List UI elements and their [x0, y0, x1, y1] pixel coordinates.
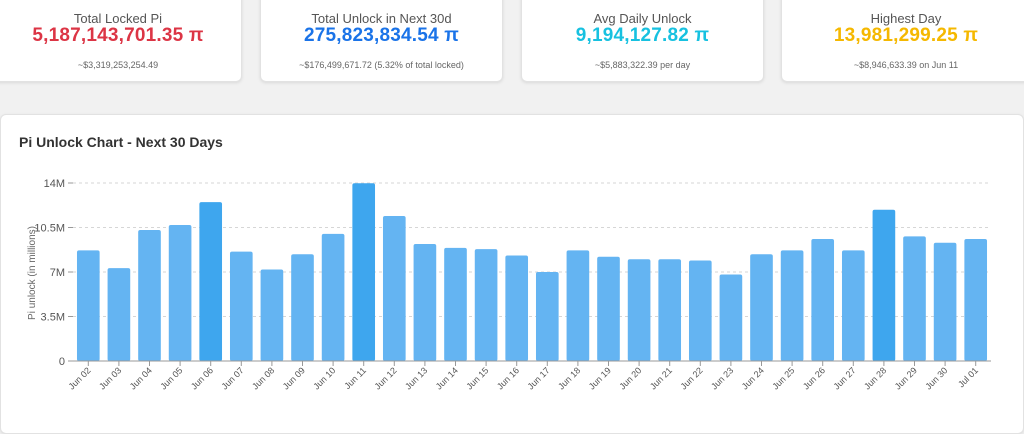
x-tick-label: Jun 24 [740, 365, 766, 391]
y-tick-label: 7M [50, 267, 65, 279]
stat-card-total-unlock: Total Unlock in Next 30d 275,823,834.54 … [260, 0, 503, 82]
bars [76, 183, 988, 361]
x-tick-label: Jun 16 [495, 365, 521, 391]
grid-lines [73, 182, 991, 317]
stat-subtext: ~$3,319,253,254.49 [77, 60, 159, 70]
stat-value: 9,194,127.82 π [575, 25, 710, 46]
y-axis-ticks: 0 3.5M 7M 10.5M 14M [34, 178, 73, 368]
x-tick-label: Jun 26 [801, 365, 827, 391]
bar-jun-25[interactable] [780, 250, 804, 361]
bar-jun-29[interactable] [903, 236, 926, 361]
x-tick-label: Jun 15 [464, 365, 490, 391]
bar-jun-26[interactable] [811, 238, 835, 361]
stat-card-highest-day: Highest Day 13,981,299.25 π ~$8,946,633.… [781, 0, 1024, 82]
bar-jun-13[interactable] [413, 244, 437, 361]
chart-title: Pi Unlock Chart - Next 30 Days [19, 134, 223, 150]
stat-subtext: ~$176,499,671.72 (5.32% of total locked) [299, 60, 464, 70]
bar-jun-11[interactable] [352, 183, 376, 361]
stat-label: Total Locked Pi [73, 11, 163, 26]
bar-jun-14[interactable] [444, 247, 467, 361]
y-tick-label: 10.5M [34, 223, 65, 235]
x-tick-label: Jun 25 [770, 365, 796, 391]
bar-jun-20[interactable] [627, 259, 651, 361]
bar-jul-01[interactable] [964, 238, 988, 361]
stat-subtext: ~$5,883,322.39 per day [594, 60, 691, 70]
x-tick-label: Jun 12 [373, 365, 399, 391]
x-tick-label: Jun 23 [709, 365, 735, 391]
y-tick-label: 0 [59, 356, 65, 368]
x-tick-label: Jun 02 [67, 365, 93, 391]
x-tick-label: Jun 03 [97, 365, 123, 391]
x-tick-label: Jun 08 [250, 365, 276, 391]
x-axis-ticks: Jun 02 Jun 03 Jun 04 Jun 05 Jun 06 Jun 07 Jun … [67, 361, 980, 392]
chart-panel: Pi Unlock Chart - Next 30 Days 0 3.5M 7M 10… [0, 114, 1024, 434]
x-tick-label: Jun 05 [158, 365, 184, 391]
bar-jun-24[interactable] [750, 254, 773, 361]
bar-jun-16[interactable] [505, 255, 529, 361]
y-axis-label: Pi unlock (in millions) [27, 226, 38, 320]
x-tick-label: Jun 04 [128, 365, 154, 391]
stat-value: 13,981,299.25 π [833, 25, 979, 46]
bar-jun-08[interactable] [260, 269, 284, 361]
x-tick-label: Jun 30 [923, 365, 949, 391]
x-tick-label: Jun 06 [189, 365, 215, 391]
bar-jun-23[interactable] [719, 274, 743, 361]
x-tick-label: Jun 20 [617, 365, 643, 391]
stat-label: Avg Daily Unlock [593, 11, 692, 26]
bar-jun-02[interactable] [76, 250, 100, 361]
bar-jun-12[interactable] [382, 216, 406, 361]
bar-jun-09[interactable] [291, 254, 314, 361]
bar-jun-06[interactable] [199, 202, 223, 361]
stat-card-avg-daily: Avg Daily Unlock 9,194,127.82 π ~$5,883,… [521, 0, 764, 82]
x-tick-label: Jun 07 [220, 365, 246, 391]
x-tick-label: Jun 17 [526, 365, 552, 391]
bar-jun-04[interactable] [138, 230, 161, 361]
bar-jun-21[interactable] [658, 259, 682, 361]
x-tick-label: Jun 14 [434, 365, 460, 391]
stat-subtext: ~$8,946,633.39 on Jun 11 [853, 60, 959, 70]
x-tick-label: Jun 22 [679, 365, 705, 391]
bar-jun-15[interactable] [474, 249, 498, 361]
bar-jun-03[interactable] [107, 268, 131, 361]
x-tick-label: Jun 09 [281, 365, 307, 391]
x-tick-label: Jun 27 [832, 365, 858, 391]
bar-jun-05[interactable] [168, 224, 192, 361]
bar-jun-17[interactable] [535, 272, 559, 361]
x-tick-label: Jun 10 [311, 365, 337, 391]
bar-jun-30[interactable] [933, 242, 957, 361]
x-tick-label: Jun 11 [342, 365, 368, 391]
y-tick-label: 3.5M [41, 312, 65, 324]
x-tick-label: Jun 19 [587, 365, 613, 391]
bar-jun-10[interactable] [321, 233, 345, 361]
x-tick-label: Jul 01 [956, 365, 980, 389]
bar-jun-28[interactable] [872, 209, 896, 361]
bar-jun-18[interactable] [566, 250, 590, 361]
x-tick-label: Jun 29 [893, 365, 919, 391]
x-tick-label: Jun 13 [403, 365, 429, 391]
stat-value: 5,187,143,701.35 π [32, 25, 204, 46]
stat-label: Highest Day [870, 11, 942, 26]
bar-jun-19[interactable] [597, 256, 620, 361]
stat-value: 275,823,834.54 π [303, 25, 460, 46]
bar-jun-27[interactable] [841, 250, 865, 361]
x-tick-label: Jun 28 [862, 365, 888, 391]
stat-card-total-locked: Total Locked Pi 5,187,143,701.35 π ~$3,3… [0, 0, 242, 82]
x-tick-label: Jun 18 [556, 365, 582, 391]
stat-label: Total Unlock in Next 30d [311, 11, 452, 26]
bar-jun-07[interactable] [229, 251, 253, 361]
bar-jun-22[interactable] [688, 260, 712, 361]
x-tick-label: Jun 21 [648, 365, 674, 391]
y-tick-label: 14M [44, 178, 65, 190]
